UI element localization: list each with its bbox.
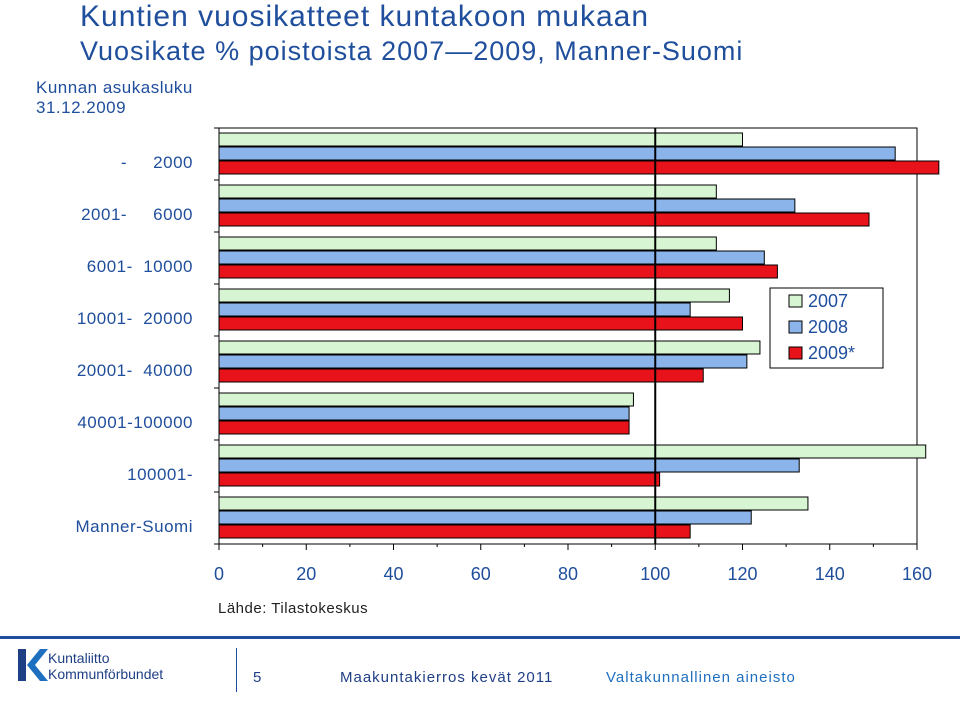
bar-2008-0 <box>218 146 896 161</box>
category-label: 2001- 6000 <box>81 205 193 224</box>
logo-text: Kuntaliitto Kommunförbundet <box>48 650 163 682</box>
page-title: Kuntien vuosikatteet kuntakoon mukaan <box>80 0 650 33</box>
population-caption-line2: 31.12.2009 <box>36 98 127 117</box>
page-number: 5 <box>253 669 262 686</box>
bar-2009-6 <box>218 472 661 487</box>
bar-2009-0 <box>218 160 940 175</box>
page-subtitle: Vuosikate % poistoista 2007—2009, Manner… <box>80 36 744 66</box>
category-label: - 2000 <box>121 153 193 172</box>
x-tick-label: 100 <box>640 564 670 584</box>
legend-swatch <box>788 346 803 360</box>
bar-2008-5 <box>218 406 630 421</box>
bar-2008-1 <box>218 198 796 213</box>
logo-line1: Kuntaliitto <box>48 650 110 666</box>
bar-2008-4 <box>218 354 748 369</box>
bar-2008-3 <box>218 302 691 317</box>
category-label: 10001- 20000 <box>77 309 193 328</box>
legend-swatch <box>788 320 803 334</box>
category-label: 100001- <box>127 465 193 484</box>
bar-2007-2 <box>218 236 717 251</box>
footer-divider <box>0 636 960 639</box>
bar-2007-7 <box>218 496 809 511</box>
bar-2008-7 <box>218 510 752 525</box>
legend-swatch <box>788 294 803 308</box>
x-tick-label: 20 <box>296 564 316 584</box>
bar-2007-0 <box>218 132 743 147</box>
category-label: 6001- 10000 <box>87 257 193 276</box>
bar-2007-1 <box>218 184 717 199</box>
bar-2007-5 <box>218 392 634 407</box>
bar-2009-4 <box>218 368 704 383</box>
legend-label: 2008 <box>808 317 848 337</box>
bar-2007-4 <box>218 340 761 355</box>
x-tick-label: 80 <box>558 564 578 584</box>
tagline: Valtakunnallinen aineisto <box>606 669 796 686</box>
bar-2008-2 <box>218 250 765 265</box>
footer-separator <box>236 648 237 692</box>
bar-2009-3 <box>218 316 743 331</box>
bar-2007-3 <box>218 288 730 303</box>
x-tick-label: 60 <box>471 564 491 584</box>
source-note: Lähde: Tilastokeskus <box>218 600 369 617</box>
bar-2008-6 <box>218 458 800 473</box>
event-name: Maakuntakierros kevät 2011 <box>340 669 554 686</box>
x-tick-label: 120 <box>727 564 757 584</box>
x-tick-label: 40 <box>383 564 403 584</box>
bar-chart: - 2000 2001- 6000 6001- 10000 10001- 20000 2… <box>76 127 940 584</box>
category-label: Manner-Suomi <box>76 517 194 536</box>
legend-label: 2007 <box>808 291 848 311</box>
bar-2009-5 <box>218 420 630 435</box>
bar-2009-2 <box>218 264 778 279</box>
category-label: 40001-100000 <box>77 413 193 432</box>
logo-line2: Kommunförbundet <box>48 666 164 682</box>
bar-2007-6 <box>218 444 927 459</box>
x-tick-label: 140 <box>815 564 845 584</box>
population-caption: Kunnan asukasluku 31.12.2009 <box>36 78 193 118</box>
population-caption-line1: Kunnan asukasluku <box>36 78 193 97</box>
bar-2009-1 <box>218 212 870 227</box>
kuntaliitto-logo-icon <box>18 649 48 681</box>
x-tick-label: 160 <box>902 564 932 584</box>
x-tick-label: 0 <box>214 564 224 584</box>
bar-2009-7 <box>218 524 691 539</box>
category-label: 20001- 40000 <box>77 361 193 380</box>
legend-label: 2009* <box>808 343 855 363</box>
